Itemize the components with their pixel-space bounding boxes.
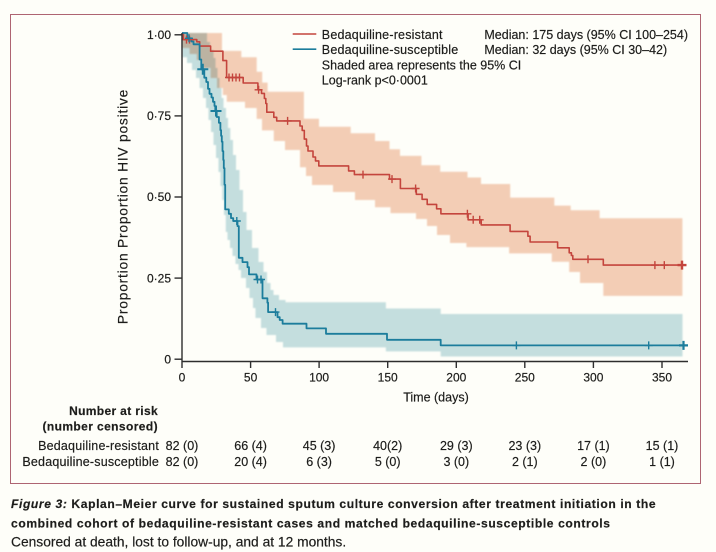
svg-text:200: 200 [446,371,466,385]
svg-text:Bedaquiline-resistant: Bedaquiline-resistant [322,28,443,42]
svg-text:20 (4): 20 (4) [234,455,267,469]
svg-text:Bedaquiline-susceptible: Bedaquiline-susceptible [322,43,459,57]
svg-text:350: 350 [652,371,672,385]
svg-text:(number censored): (number censored) [43,420,159,434]
svg-text:0·50: 0·50 [147,190,171,204]
svg-text:combined cohort of bedaquiline: combined cohort of bedaquiline-resistant… [11,517,611,531]
svg-text:1 (1): 1 (1) [649,455,675,469]
svg-text:45 (3): 45 (3) [303,439,336,453]
svg-text:0·25: 0·25 [147,271,171,285]
svg-text:250: 250 [515,371,535,385]
svg-text:Shaded area represents the 95%: Shaded area represents the 95% CI [322,58,521,72]
svg-text:300: 300 [583,371,603,385]
svg-text:50: 50 [244,371,258,385]
svg-text:Log-rank p<0·0001: Log-rank p<0·0001 [322,74,428,88]
svg-text:40(2): 40(2) [373,439,402,453]
svg-text:Number at risk: Number at risk [69,404,158,418]
svg-text:3 (0): 3 (0) [443,455,469,469]
svg-text:Figure 3: Kaplan–Meier curve f: Figure 3: Kaplan–Meier curve for sustain… [11,497,656,511]
svg-text:5 (0): 5 (0) [375,455,401,469]
svg-text:1·00: 1·00 [147,28,171,42]
svg-text:66 (4): 66 (4) [234,439,267,453]
svg-text:2 (0): 2 (0) [581,455,607,469]
svg-text:Bedaquiline-susceptible: Bedaquiline-susceptible [22,455,159,469]
svg-text:150: 150 [378,371,398,385]
svg-text:82 (0): 82 (0) [166,455,199,469]
svg-text:Time (days): Time (days) [403,391,469,405]
svg-text:23 (3): 23 (3) [508,439,541,453]
svg-text:82 (0): 82 (0) [166,439,199,453]
svg-text:29 (3): 29 (3) [440,439,473,453]
svg-text:Proportion Proportion HIV posi: Proportion Proportion HIV positive [116,89,131,324]
svg-text:15 (1): 15 (1) [646,439,679,453]
svg-text:Median: 175 days (95% CI 100–2: Median: 175 days (95% CI 100–254) [484,28,688,42]
svg-text:Censored at death, lost to fol: Censored at death, lost to follow-up, an… [11,535,346,550]
svg-text:Median: 32 days (95% CI 30–42): Median: 32 days (95% CI 30–42) [484,43,667,57]
svg-text:0: 0 [179,371,186,385]
svg-text:0: 0 [164,352,171,366]
svg-text:6 (3): 6 (3) [306,455,332,469]
svg-text:2 (1): 2 (1) [512,455,538,469]
svg-text:17 (1): 17 (1) [577,439,610,453]
svg-text:100: 100 [309,371,329,385]
svg-text:0·75: 0·75 [147,109,171,123]
svg-text:Bedaquiline-resistant: Bedaquiline-resistant [38,439,159,453]
